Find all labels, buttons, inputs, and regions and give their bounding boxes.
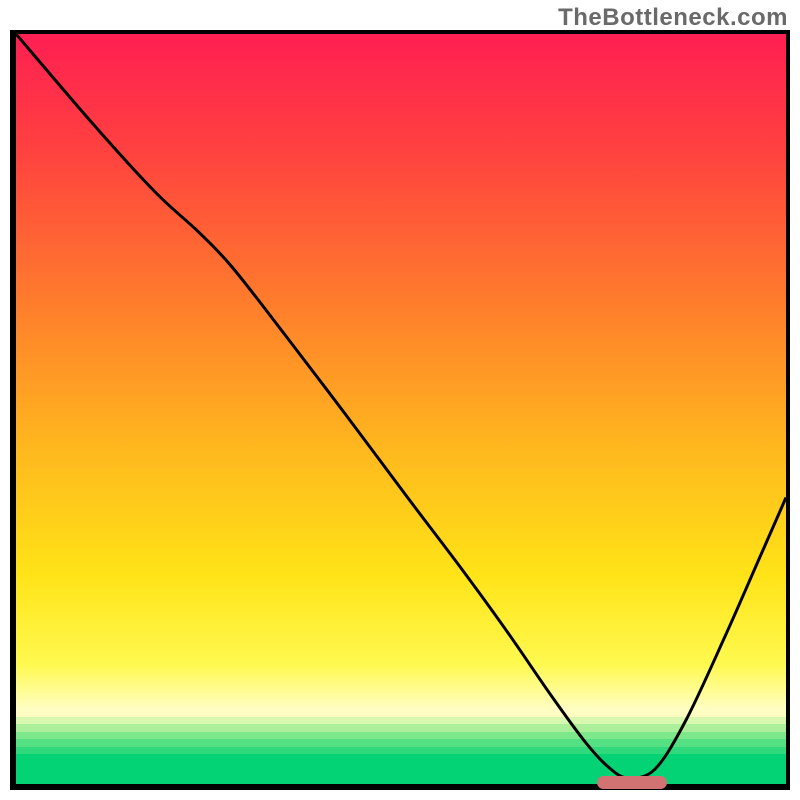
bottleneck-curve — [16, 34, 786, 784]
plot-frame — [10, 30, 790, 790]
watermark-text: TheBottleneck.com — [558, 4, 788, 32]
optimal-range-marker — [597, 776, 667, 790]
curve-path — [16, 34, 786, 778]
